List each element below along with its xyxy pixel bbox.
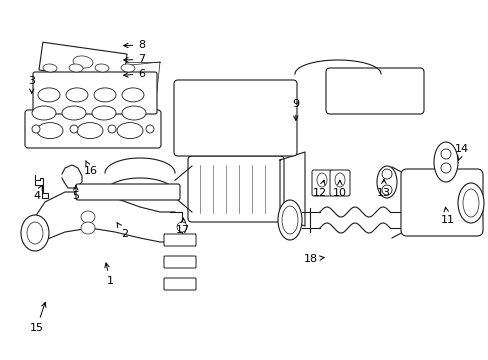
FancyBboxPatch shape — [400, 169, 482, 236]
Ellipse shape — [376, 166, 396, 198]
Ellipse shape — [177, 222, 186, 232]
Ellipse shape — [21, 215, 49, 251]
Ellipse shape — [73, 56, 93, 68]
Ellipse shape — [278, 200, 302, 240]
Text: 18: 18 — [303, 254, 324, 264]
Ellipse shape — [92, 106, 116, 120]
Ellipse shape — [81, 211, 95, 223]
Text: 9: 9 — [292, 99, 299, 120]
Text: 5: 5 — [72, 185, 79, 201]
Ellipse shape — [334, 173, 345, 187]
Text: 4: 4 — [33, 185, 42, 201]
FancyBboxPatch shape — [33, 72, 157, 114]
Ellipse shape — [440, 149, 450, 159]
Ellipse shape — [457, 183, 483, 223]
Ellipse shape — [27, 222, 43, 244]
Text: 7: 7 — [123, 54, 145, 64]
Ellipse shape — [122, 106, 146, 120]
FancyBboxPatch shape — [329, 170, 349, 196]
Text: 16: 16 — [83, 161, 97, 176]
Ellipse shape — [32, 125, 40, 133]
Ellipse shape — [95, 64, 109, 72]
Ellipse shape — [66, 88, 88, 102]
Ellipse shape — [69, 64, 83, 72]
FancyBboxPatch shape — [187, 156, 284, 222]
Text: 14: 14 — [454, 144, 468, 160]
Polygon shape — [39, 42, 127, 82]
Ellipse shape — [433, 142, 457, 182]
Ellipse shape — [462, 189, 478, 217]
Text: 13: 13 — [376, 179, 390, 198]
Ellipse shape — [316, 173, 326, 187]
FancyBboxPatch shape — [311, 170, 331, 196]
Ellipse shape — [94, 88, 116, 102]
Ellipse shape — [282, 206, 297, 234]
Ellipse shape — [440, 163, 450, 173]
FancyBboxPatch shape — [163, 256, 196, 268]
FancyBboxPatch shape — [163, 234, 196, 246]
Ellipse shape — [37, 123, 63, 139]
Text: 3: 3 — [28, 76, 35, 93]
FancyBboxPatch shape — [25, 110, 161, 148]
Ellipse shape — [117, 123, 142, 139]
Text: 6: 6 — [123, 69, 145, 79]
Ellipse shape — [77, 123, 103, 139]
Ellipse shape — [381, 169, 391, 179]
Text: 11: 11 — [440, 207, 453, 225]
Text: 12: 12 — [313, 180, 326, 198]
Ellipse shape — [122, 88, 143, 102]
Ellipse shape — [146, 125, 154, 133]
Ellipse shape — [81, 222, 95, 234]
Ellipse shape — [32, 106, 56, 120]
Text: 17: 17 — [176, 218, 190, 235]
Text: 2: 2 — [117, 223, 128, 239]
Ellipse shape — [62, 106, 86, 120]
Ellipse shape — [70, 125, 78, 133]
Ellipse shape — [121, 64, 135, 72]
Text: 15: 15 — [30, 302, 46, 333]
Ellipse shape — [381, 185, 391, 195]
FancyBboxPatch shape — [76, 184, 180, 200]
FancyBboxPatch shape — [325, 68, 423, 114]
FancyBboxPatch shape — [163, 278, 196, 290]
Ellipse shape — [43, 64, 57, 72]
Text: 10: 10 — [332, 180, 346, 198]
FancyBboxPatch shape — [174, 80, 296, 156]
Ellipse shape — [38, 88, 60, 102]
Ellipse shape — [108, 125, 116, 133]
Text: 8: 8 — [123, 40, 145, 50]
Text: 1: 1 — [104, 263, 113, 286]
